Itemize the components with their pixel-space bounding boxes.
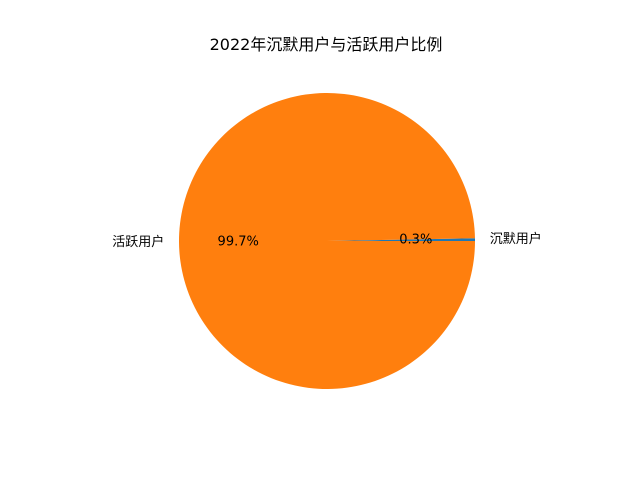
pie-slice (327, 238, 475, 241)
pie-slice (179, 93, 476, 390)
pie-slices (179, 93, 476, 390)
pie-labels: 沉默用户 0.3% 活跃用户 99.7% (112, 231, 542, 250)
pie-label: 活跃用户 (112, 234, 164, 250)
pie-pct-label: 99.7% (218, 234, 259, 249)
pie-pct-label: 0.3% (399, 233, 432, 248)
pie-label: 沉默用户 (490, 231, 542, 247)
chart-title: 2022年沉默用户与活跃用户比例 (210, 35, 443, 54)
